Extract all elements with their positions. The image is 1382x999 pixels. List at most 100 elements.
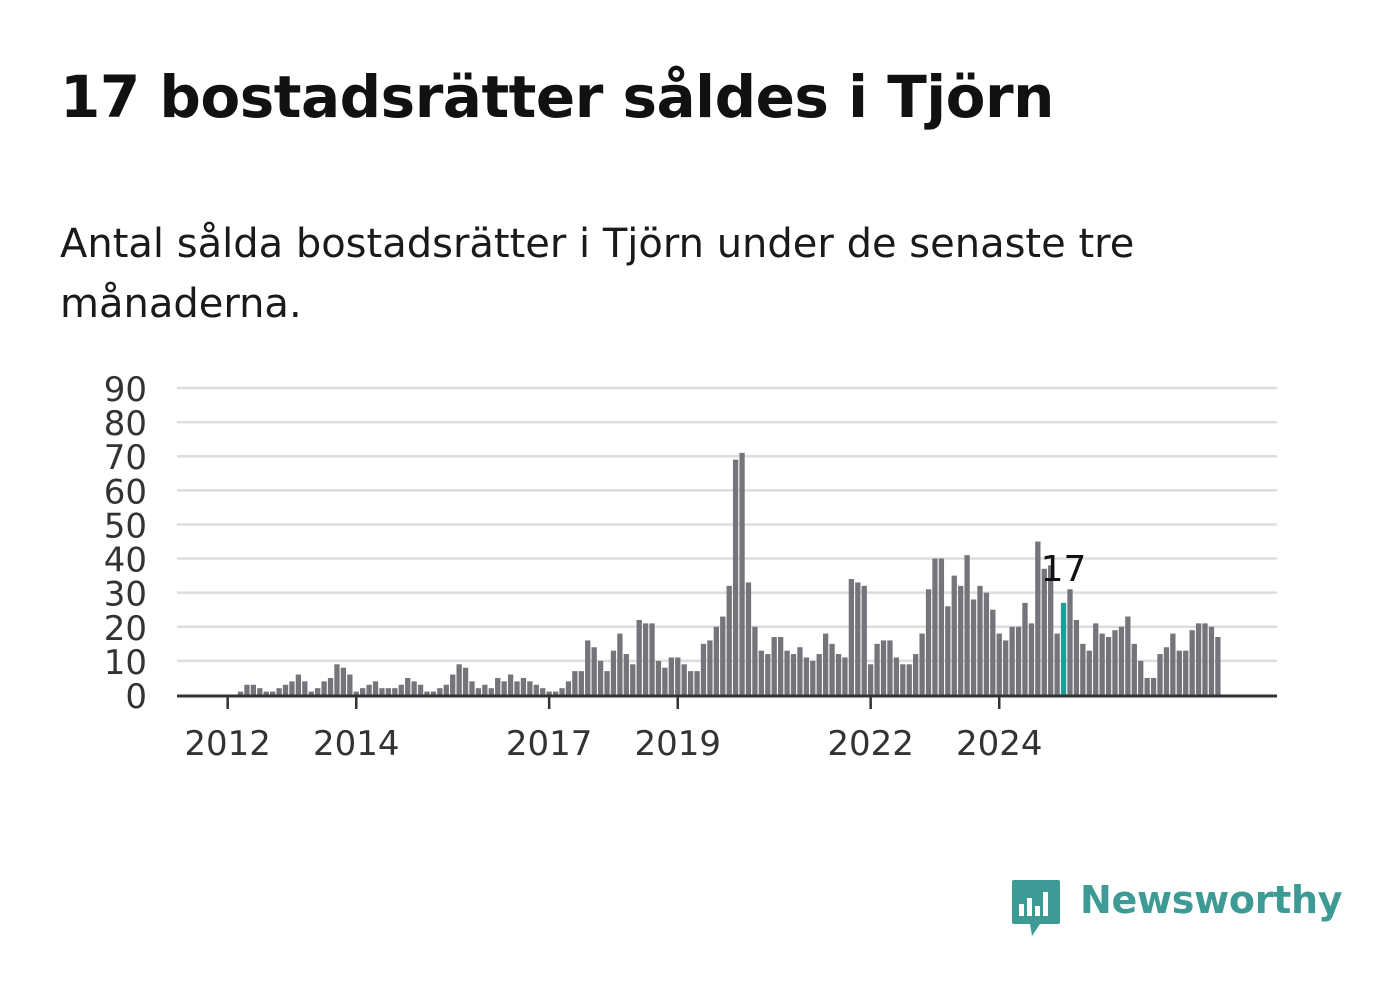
x-tick-label: 2012 [184,724,271,764]
bar [938,558,945,695]
bar [951,575,957,695]
newsworthy-logo: Newsworthy [1010,876,1343,946]
bar [1080,643,1086,695]
bar [810,660,816,695]
bar [1035,541,1041,695]
bar [385,688,392,695]
bar [437,688,443,695]
bar [623,654,629,695]
y-tick-label: 40 [104,541,147,581]
bar [1105,637,1112,695]
bar [1028,623,1035,695]
bar [996,633,1002,695]
bar [726,585,732,695]
bar [977,585,983,695]
bar [1138,660,1144,695]
bar [829,643,835,695]
bar [591,647,597,695]
bar [707,640,713,695]
bar [842,657,848,695]
bar [784,650,790,695]
bar [816,654,822,695]
bar [610,650,617,695]
bars [237,452,1221,695]
bar [932,558,938,695]
bar [675,657,681,695]
bar [405,677,411,695]
bar [630,664,636,695]
bar [861,585,867,695]
bar [720,616,726,695]
page-title: 17 bostadsrätter såldes i Tjörn [60,63,1054,131]
bar [964,555,970,695]
bar [900,664,906,695]
bar [913,654,919,695]
bar [1125,616,1131,695]
gridlines [177,386,1277,663]
bar [790,654,797,695]
y-tick-label: 70 [104,438,147,478]
bar [327,677,334,695]
bar [1048,565,1054,695]
bar [1215,637,1221,695]
bar [379,688,385,695]
bar [540,688,546,695]
bar [700,643,707,695]
bar [687,671,694,695]
bar [655,660,662,695]
bar [1022,602,1028,695]
bar [1195,623,1202,695]
bar [302,681,308,695]
bar [578,671,584,695]
bar [758,650,764,695]
bar [527,681,533,695]
bar [308,691,314,695]
bar [263,691,269,695]
bar [237,691,244,695]
bar [668,657,674,695]
bar [1086,650,1092,695]
highlight-value-label: 17 [1041,549,1087,590]
bar [250,684,257,695]
bar [823,633,829,695]
bar [1112,630,1118,695]
bar [565,681,572,695]
bar [604,671,610,695]
newsworthy-logo-icon [1012,880,1060,936]
brand-name: Newsworthy [1080,878,1343,922]
bar [282,684,289,695]
y-tick-label: 10 [104,643,147,683]
bar [597,660,604,695]
bar [1150,677,1157,695]
bar [636,619,642,695]
bar [1144,677,1150,695]
bar [797,647,803,695]
bar [514,681,520,695]
bar [469,681,475,695]
bar [353,691,359,695]
y-tick-label: 30 [104,575,147,615]
bar [334,664,340,695]
bar [880,640,887,695]
y-tick-label: 20 [104,609,147,649]
bar [372,681,379,695]
bar [1208,626,1215,695]
bar [257,688,263,695]
bar [732,459,739,695]
bar [430,691,437,695]
bar [533,684,539,695]
bar [270,691,276,695]
bar [803,657,810,695]
bar [855,582,861,695]
bar [1093,623,1099,695]
x-tick-label: 2024 [956,724,1043,764]
bar [495,677,501,695]
bar [1009,626,1015,695]
bar [507,674,514,695]
bar [945,606,951,695]
bar [321,681,327,695]
bar [752,626,758,695]
x-axis: 2012 2014 2017 2019 2022 2024 [177,694,1277,764]
bar [848,579,855,695]
bar [366,684,372,695]
